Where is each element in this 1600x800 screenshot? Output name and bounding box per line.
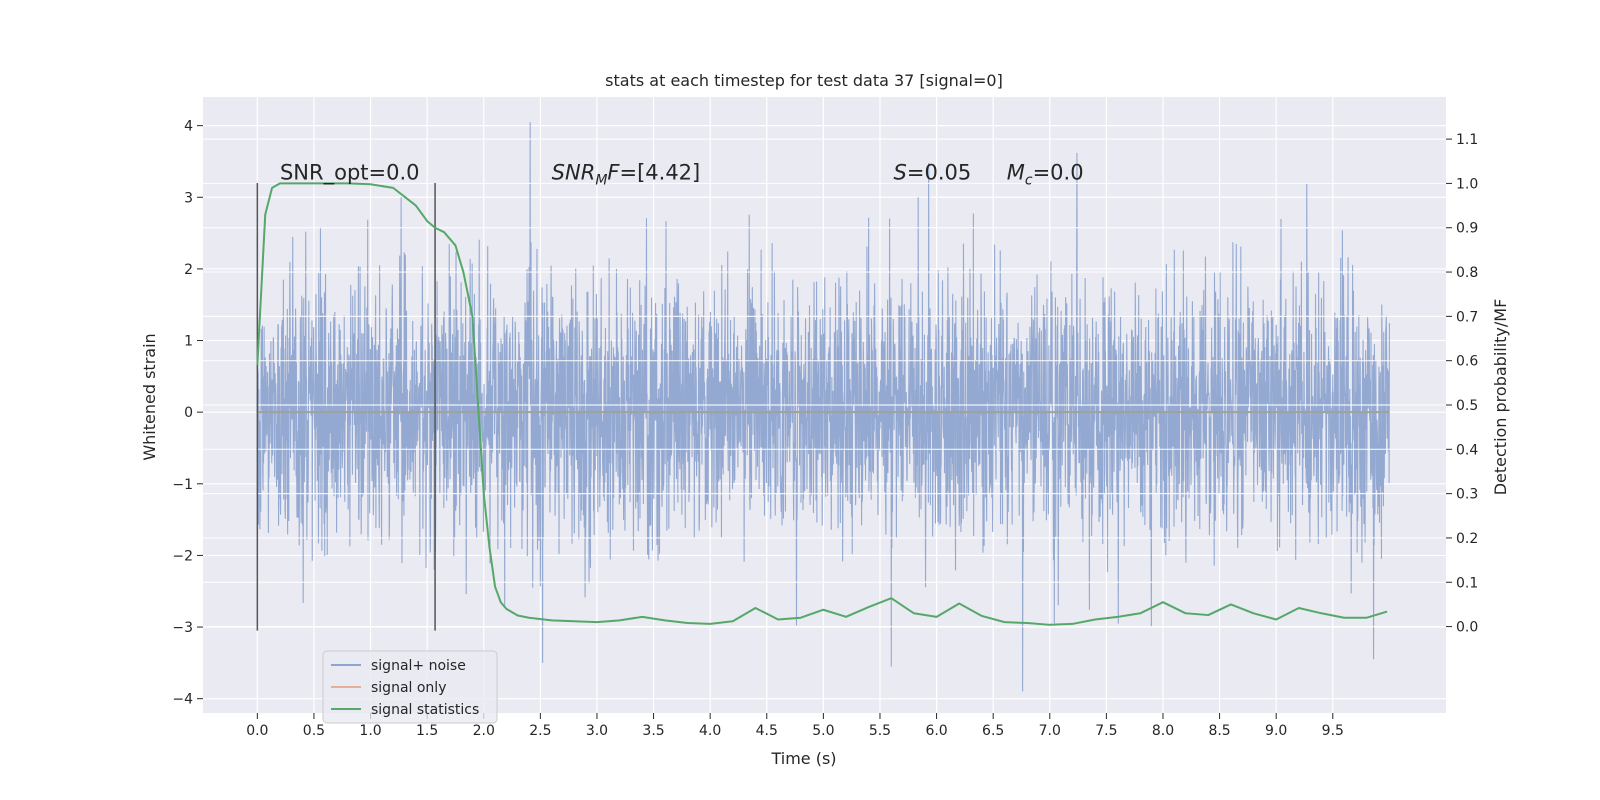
legend-label-2: signal statistics [371,702,479,718]
x-axis-label: Time (s) [770,749,836,768]
y-right-tick-label: 0.2 [1456,531,1478,547]
annotation-2: S=0.05 [894,160,972,184]
y-tick-label: 4 [184,119,193,135]
x-tick-label: 9.5 [1322,723,1344,739]
x-tick-label: 3.5 [642,723,664,739]
x-tick-label: 2.0 [473,723,495,739]
legend-label-1: signal only [371,680,446,696]
x-tick-label: 9.0 [1265,723,1287,739]
x-tick-label: 7.0 [1039,723,1061,739]
y-right-tick-label: 0.0 [1456,620,1478,636]
annotation-1: SNRMF=[4.42] [552,160,701,188]
y-right-tick-label: 0.5 [1456,398,1478,414]
x-tick-label: 4.0 [699,723,721,739]
y-tick-label: −2 [172,548,193,564]
x-tick-label: 6.0 [925,723,947,739]
x-tick-label: 0.0 [246,723,268,739]
legend-label-0: signal+ noise [371,658,466,674]
x-tick-label: 5.0 [812,723,834,739]
legend [322,650,498,724]
x-tick-label: 7.5 [1095,723,1117,739]
y-tick-label: −4 [172,692,193,708]
y-right-tick-label: 0.3 [1456,487,1478,503]
y-right-tick-label: 0.8 [1456,265,1478,281]
series-signal-noise [256,122,1390,692]
chart-title: stats at each timestep for test data 37 … [605,71,1003,90]
y-right-tick-label: 0.1 [1456,575,1478,591]
y-tick-label: −1 [172,477,193,493]
y-axis-label-right: Detection probability/MF [1491,299,1510,496]
y-tick-label: 0 [184,405,193,421]
y-axis-label: Whitened strain [140,333,159,460]
y-tick-label: 3 [184,190,193,206]
y-right-tick-label: 0.4 [1456,442,1478,458]
x-tick-label: 0.5 [303,723,325,739]
x-tick-label: 1.5 [416,723,438,739]
y-right-tick-label: 0.6 [1456,354,1478,370]
x-tick-label: 2.5 [529,723,551,739]
x-tick-label: 4.5 [756,723,778,739]
y-tick-label: −3 [172,620,193,636]
y-tick-label: 1 [184,334,193,350]
x-tick-label: 6.5 [982,723,1004,739]
annotation-3: Mc=0.0 [1007,160,1084,188]
annotation-0: SNR_opt=0.0 [280,160,420,185]
y-right-tick-label: 1.1 [1456,132,1478,148]
x-tick-label: 5.5 [869,723,891,739]
y-tick-label: 2 [184,262,193,278]
y-right-tick-label: 0.7 [1456,309,1478,325]
y-right-tick-label: 0.9 [1456,221,1478,237]
x-tick-label: 1.0 [359,723,381,739]
x-tick-label: 3.0 [586,723,608,739]
x-tick-label: 8.5 [1208,723,1230,739]
x-tick-label: 8.0 [1152,723,1174,739]
series-signal-statistics [256,182,1388,626]
y-right-tick-label: 1.0 [1456,176,1478,192]
